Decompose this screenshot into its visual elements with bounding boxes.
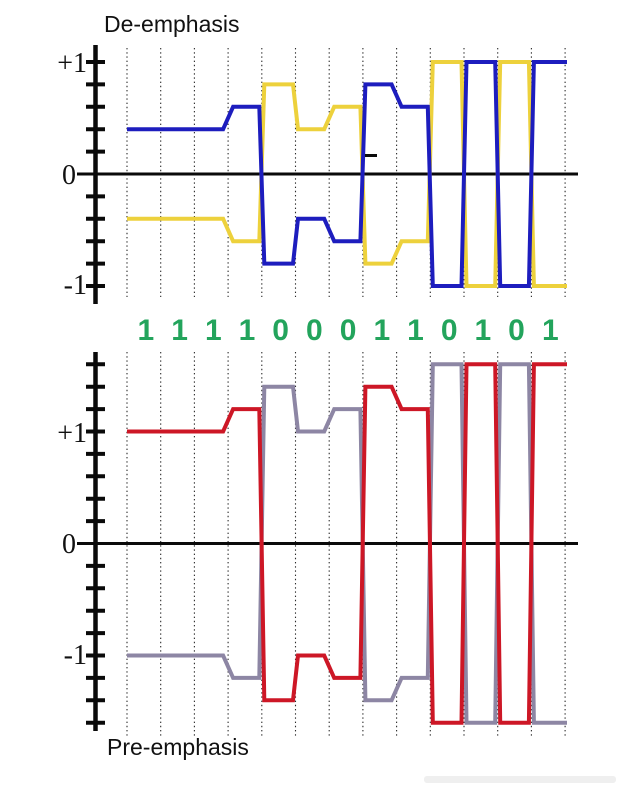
bit-label: 0 — [272, 314, 289, 347]
bit-label: 0 — [508, 314, 525, 347]
pre-emphasis-plus-one-label: +1 — [57, 418, 87, 449]
pre-emphasis-zero-label: 0 — [62, 529, 76, 560]
bit-label: 1 — [239, 314, 256, 347]
bit-label: 1 — [205, 314, 222, 347]
de-emphasis-title: De-emphasis — [104, 11, 240, 37]
bit-label: 1 — [373, 314, 390, 347]
de-emphasis-positive-leg-waveform — [127, 60, 567, 288]
pre-emphasis-negative-leg-waveform — [127, 362, 567, 725]
pre-emphasis-axes — [77, 352, 578, 731]
pre-emphasis-minus-one-label: -1 — [64, 640, 87, 671]
bit-label: 1 — [137, 314, 154, 347]
bit-label: 1 — [542, 314, 559, 347]
pre-emphasis-chart: Pre-emphasis +1 0 -1 — [57, 352, 578, 760]
pre-emphasis-waveforms — [127, 362, 567, 725]
bit-label: 1 — [475, 314, 492, 347]
de-emphasis-waveforms — [127, 60, 567, 288]
pre-emphasis-positive-leg-waveform — [127, 362, 567, 725]
bit-label: 1 — [171, 314, 188, 347]
bit-label: 0 — [340, 314, 357, 347]
de-emphasis-chart: De-emphasis +1 0 -1 — [57, 11, 578, 304]
pre-emphasis-title: Pre-emphasis — [107, 734, 249, 760]
de-emphasis-minus-one-label: -1 — [64, 270, 87, 301]
de-emphasis-zero-label: 0 — [62, 160, 76, 191]
de-emphasis-plus-one-label: +1 — [57, 48, 87, 79]
bit-label: 1 — [407, 314, 424, 347]
bit-label: 0 — [441, 314, 458, 347]
watermark — [424, 776, 616, 783]
de-emphasis-negative-leg-waveform — [127, 60, 567, 288]
bit-label: 0 — [306, 314, 323, 347]
de-emphasis-axes — [77, 45, 578, 304]
